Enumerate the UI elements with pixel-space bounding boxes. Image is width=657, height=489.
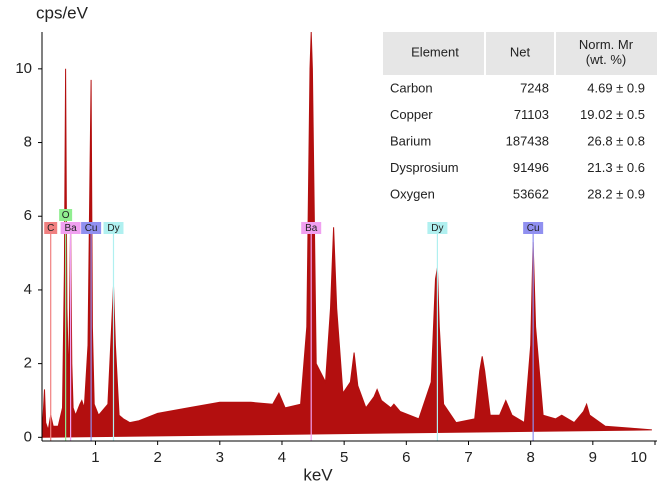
y-tick-label: 2 [24,355,32,372]
x-tick-label: 5 [340,449,348,466]
marker-label: Dy [431,223,443,234]
table-header: Element [411,44,459,59]
x-axis-title: keV [303,465,333,484]
table-cell: 71103 [514,107,549,122]
marker-label: C [47,223,54,234]
table-cell: Barium [390,133,431,148]
spectrum-area [41,31,652,438]
marker-box [103,222,124,234]
x-tick-label: 10 [630,449,647,466]
table-cell: Carbon [390,80,433,95]
x-tick-label: 2 [153,449,161,466]
x-tick-label: 7 [464,449,472,466]
table-cell: 21.3 ± 0.6 [587,160,645,175]
marker-box [427,222,448,234]
table-header: Norm. Mr [579,37,634,52]
table-header-bg [383,32,657,75]
marker-label: Ba [305,223,318,234]
table-cell: Oxygen [390,186,435,201]
table-cell: 7248 [520,80,549,95]
marker-label: Cu [85,223,98,234]
table-cell: 53662 [513,186,549,201]
x-tick-label: 3 [216,449,224,466]
marker-box [44,222,58,234]
y-tick-label: 0 [24,428,32,445]
x-tick-label: 4 [278,449,286,466]
marker-box [301,222,322,234]
table-body-bg [383,75,657,211]
marker-box [81,222,102,234]
y-tick-label: 4 [24,281,32,298]
table-header: Net [510,44,531,59]
marker-box [523,222,544,234]
marker-label: Dy [107,223,119,234]
marker-label: Cu [527,223,540,234]
y-axis-title: cps/eV [36,3,89,22]
marker-box [59,209,73,221]
table-cell: 91496 [513,160,549,175]
table-cell: 28.2 ± 0.9 [587,186,645,201]
table-header: (wt. %) [586,52,626,67]
table-cell: 19.02 ± 0.5 [580,107,645,122]
x-tick-label: 9 [589,449,597,466]
y-tick-label: 10 [15,60,32,77]
marker-label: Ba [64,223,77,234]
marker-box [60,222,81,234]
x-tick-label: 8 [526,449,534,466]
table-cell: 187438 [506,133,549,148]
x-tick-label: 6 [402,449,410,466]
table-cell: Copper [390,107,433,122]
y-tick-label: 8 [24,134,32,151]
table-cell: 26.8 ± 0.8 [587,133,645,148]
table-cell: Dysprosium [390,160,459,175]
marker-label: O [62,210,70,221]
table-cell: 4.69 ± 0.9 [587,80,645,95]
y-tick-label: 6 [24,207,32,224]
x-tick-label: 1 [91,449,99,466]
